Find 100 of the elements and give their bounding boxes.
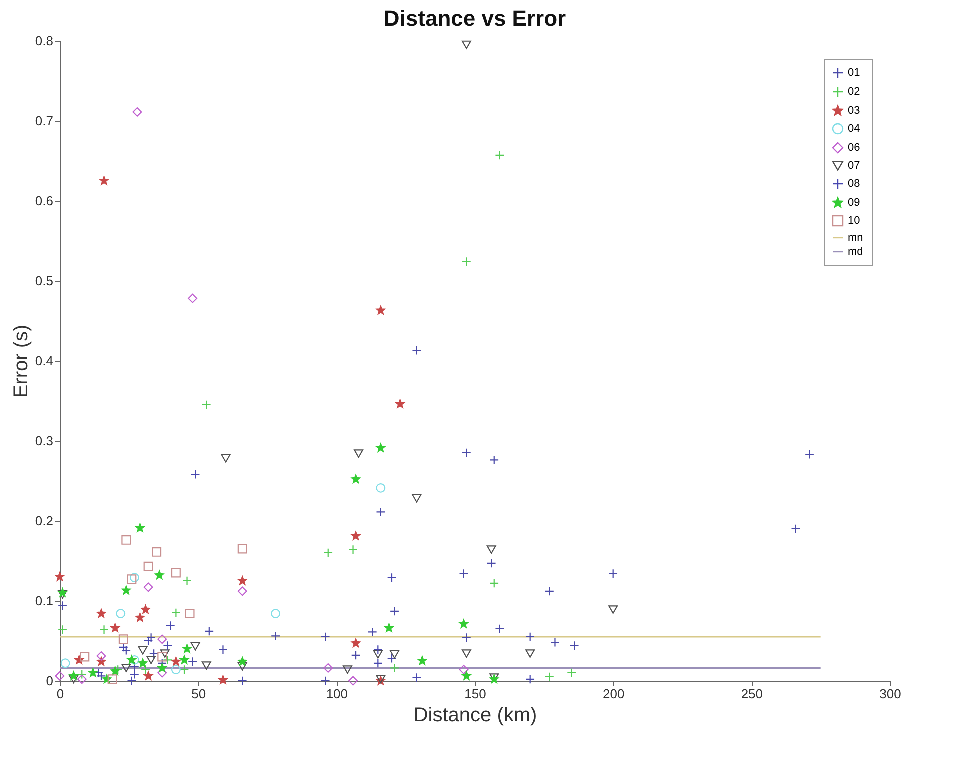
point [567,668,577,678]
point [324,548,334,558]
legend-label: 10 [848,215,860,227]
point [387,654,397,664]
point [163,655,173,665]
point [188,657,198,667]
point [182,644,192,654]
point [171,608,181,618]
point [373,645,383,655]
point [158,634,168,644]
point [118,642,128,652]
point [160,650,170,658]
point [343,666,352,674]
point [271,631,281,641]
y-tick-label: 0.2 [35,514,54,528]
point [462,448,472,458]
point [146,633,156,643]
point [218,645,228,655]
point [352,638,361,648]
point [526,650,536,658]
y-tick-label: 0.6 [35,194,54,208]
point [412,673,422,683]
point [122,646,132,656]
point [462,633,472,643]
point [459,665,469,675]
point [495,150,505,160]
point [58,590,68,599]
point [490,674,500,682]
point [390,606,400,616]
point [80,652,90,662]
point [166,621,176,631]
point [490,578,500,588]
point [462,671,472,680]
point [387,573,397,583]
chart-title: Distance vs Error [384,6,567,31]
point [376,306,386,315]
point [110,623,120,632]
x-tick-label: 250 [741,686,764,702]
point [96,671,106,681]
point [69,675,79,684]
point [182,576,192,586]
point [459,569,469,579]
x-tick-label: 150 [464,686,486,702]
point [495,624,505,634]
point [390,650,400,659]
point [58,625,68,635]
y-tick-label: 0.8 [35,34,54,48]
point [132,107,142,117]
point [396,399,405,408]
point [100,176,109,186]
point [218,675,228,684]
point [96,651,106,661]
legend-label: 07 [848,160,860,172]
point [141,605,150,614]
point [158,663,167,672]
point [136,613,145,622]
point [122,535,132,545]
point [152,547,162,557]
point [526,674,536,684]
point [138,646,148,655]
point [108,674,118,684]
point [462,257,472,267]
point [412,494,422,503]
point [320,676,330,686]
point [490,455,500,465]
point [130,573,140,583]
point [373,650,383,659]
point [130,655,140,665]
point [155,570,164,580]
point [351,650,361,660]
point [127,574,137,584]
point [172,657,181,666]
point [608,606,618,614]
point [204,626,214,636]
point [486,558,496,568]
point [352,531,361,540]
point [238,576,248,586]
point [352,474,361,484]
point [550,638,560,648]
point [55,572,65,582]
point [384,623,394,632]
point [180,665,190,675]
point [390,663,400,673]
point [238,662,248,671]
point [791,524,801,534]
point [238,657,248,666]
y-tick-label: 0 [46,674,54,688]
point [171,568,181,578]
point [418,656,427,666]
point [271,609,281,619]
y-tick-label: 0.4 [35,354,54,368]
x-tick-label: 100 [326,686,348,702]
point [354,450,364,458]
y-tick-label: 0.3 [35,434,54,448]
point [146,656,156,664]
point [570,641,580,651]
point [60,658,70,668]
point [127,676,137,686]
point [144,562,154,572]
legend-label: 03 [848,105,860,117]
